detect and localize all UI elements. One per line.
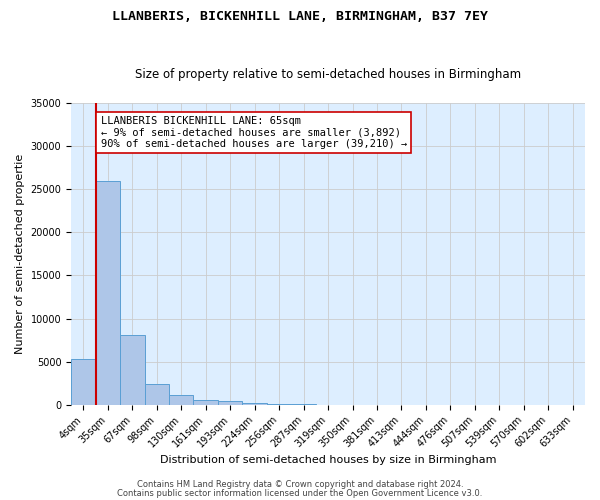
Title: Size of property relative to semi-detached houses in Birmingham: Size of property relative to semi-detach… [135,68,521,81]
Text: Contains HM Land Registry data © Crown copyright and database right 2024.: Contains HM Land Registry data © Crown c… [137,480,463,489]
Bar [120,335,145,405]
Y-axis label: Number of semi-detached propertie: Number of semi-detached propertie [15,154,25,354]
Bar [193,400,218,405]
X-axis label: Distribution of semi-detached houses by size in Birmingham: Distribution of semi-detached houses by … [160,455,496,465]
Bar [218,402,242,405]
Bar [95,180,120,405]
Bar [242,402,267,405]
Text: Contains public sector information licensed under the Open Government Licence v3: Contains public sector information licen… [118,490,482,498]
Bar [169,396,193,405]
Text: LLANBERIS, BICKENHILL LANE, BIRMINGHAM, B37 7EY: LLANBERIS, BICKENHILL LANE, BIRMINGHAM, … [112,10,488,23]
Bar [145,384,169,405]
Text: LLANBERIS BICKENHILL LANE: 65sqm
← 9% of semi-detached houses are smaller (3,892: LLANBERIS BICKENHILL LANE: 65sqm ← 9% of… [101,116,407,149]
Bar [267,404,292,405]
Bar [71,359,95,405]
